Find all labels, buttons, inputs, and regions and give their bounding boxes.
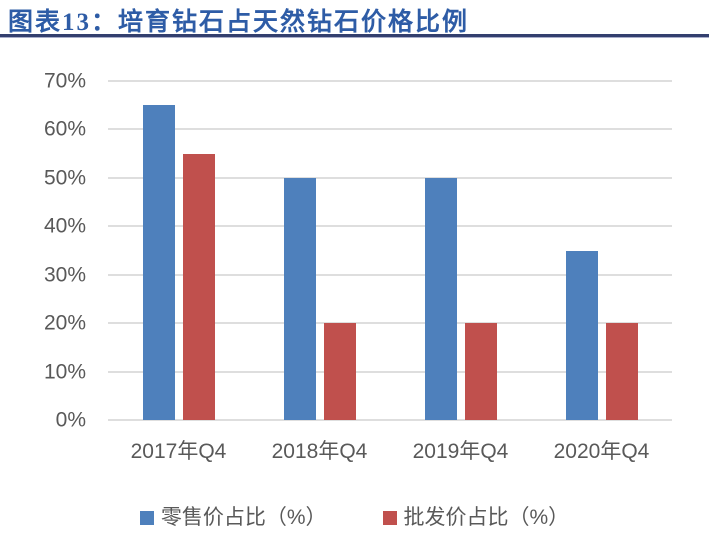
bar-wholesale-1 [323, 323, 356, 420]
bar-retail-2 [424, 177, 457, 420]
y-tick-label: 50% [43, 166, 86, 190]
gridline [108, 128, 672, 131]
plot-area [108, 80, 672, 421]
y-axis-labels: 0% 10% 20% 30% 40% 50% 60% 70% [0, 71, 86, 431]
title-rule-dark-line [0, 34, 709, 37]
gridline [108, 176, 672, 179]
title-rule-light-line [0, 37, 709, 38]
bar-wholesale-2 [464, 323, 497, 420]
bar-group [390, 81, 531, 420]
x-tick-label: 2020年Q4 [553, 440, 650, 463]
legend-label-retail: 零售价占比（%） [160, 506, 327, 529]
y-tick-label: 70% [43, 69, 86, 93]
bar-retail-1 [283, 177, 316, 420]
bar-group [531, 81, 672, 420]
gridline [108, 419, 672, 421]
legend-item-retail: 零售价占比（%） [139, 505, 327, 530]
bar-wholesale-3 [605, 323, 638, 420]
bar-group [249, 81, 390, 420]
gridline [108, 370, 672, 373]
x-tick-label: 2017年Q4 [130, 440, 227, 463]
figure-title: 图表13：培育钻石占天然钻石价格比例 [8, 9, 470, 36]
gridline [108, 322, 672, 325]
legend-label-wholesale: 批发价占比（%） [403, 506, 570, 529]
y-tick-label: 30% [43, 263, 86, 287]
gridline [108, 225, 672, 228]
y-tick-label: 0% [55, 408, 86, 432]
bar-wholesale-0 [182, 153, 215, 420]
y-tick-label: 10% [43, 360, 86, 384]
legend-swatch-wholesale [382, 510, 397, 525]
x-axis-labels: 2017年Q4 2018年Q4 2019年Q4 2020年Q4 [108, 438, 672, 466]
bar-groups [108, 81, 672, 420]
legend: 零售价占比（%） 批发价占比（%） [0, 505, 709, 530]
bar-group [108, 81, 249, 420]
bar-retail-0 [142, 105, 175, 420]
title-rule [0, 34, 709, 38]
gridline [108, 273, 672, 276]
legend-swatch-retail [139, 510, 154, 525]
x-tick-label: 2018年Q4 [271, 440, 368, 463]
bar-retail-3 [565, 250, 598, 420]
gridline [108, 80, 672, 82]
y-tick-label: 40% [43, 214, 86, 238]
y-tick-label: 60% [43, 117, 86, 141]
y-tick-label: 20% [43, 311, 86, 335]
legend-item-wholesale: 批发价占比（%） [382, 505, 570, 530]
x-tick-label: 2019年Q4 [412, 440, 509, 463]
